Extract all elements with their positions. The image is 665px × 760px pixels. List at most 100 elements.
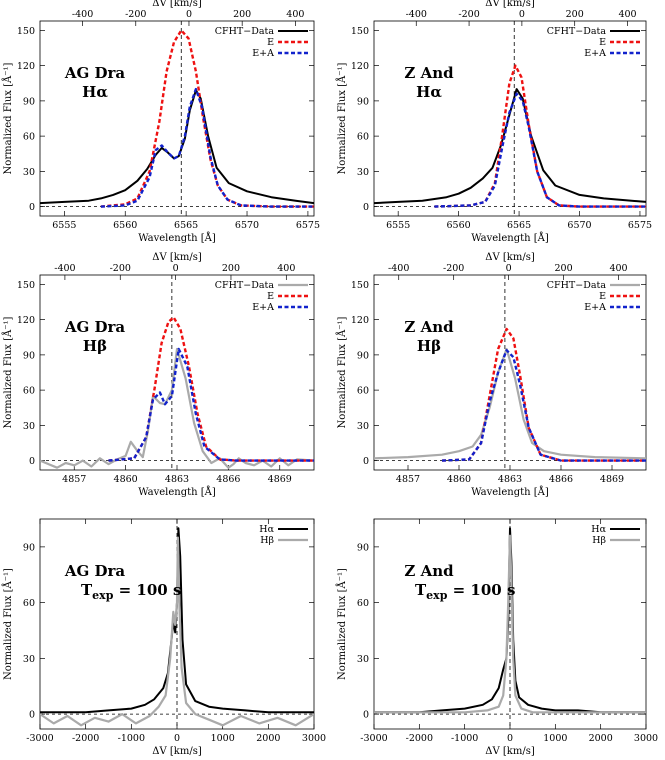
- x-tick-label: 2000: [256, 733, 280, 744]
- series-line-e+a: [100, 87, 314, 208]
- chart-panel-zand-ha: 0 30 60 90 120 150 6555 6560 6565 6570 6575 -400 -20…: [336, 0, 652, 244]
- x-tick-label: -2000: [72, 733, 99, 744]
- x-tick-label: 1000: [211, 733, 235, 744]
- x-tick-label: 4869: [600, 474, 624, 485]
- series-line-cfht-data: [374, 347, 646, 460]
- x2-tick-label: 400: [618, 9, 636, 20]
- legend-label: E: [267, 291, 274, 302]
- series-line-e: [108, 316, 314, 462]
- x-axis-label: ΔV [km/s]: [485, 746, 535, 757]
- y-tick-label: 150: [351, 280, 369, 291]
- x2-axis-label: ΔV [km/s]: [152, 252, 202, 263]
- y-tick-label: 90: [23, 96, 35, 107]
- y-tick-label: 150: [17, 26, 35, 37]
- y-tick-label: 0: [29, 456, 35, 467]
- y-tick-label: 30: [357, 421, 369, 432]
- panel-title-object: AG Dra: [64, 64, 126, 82]
- y-tick-label: 120: [17, 61, 35, 72]
- x-tick-label: 6565: [174, 220, 198, 231]
- series-line-e+a: [108, 347, 314, 462]
- x-axis-label: Wavelength [Å]: [471, 486, 549, 498]
- x-tick-label: 0: [507, 733, 513, 744]
- y-axis-label: Normalized Flux [Å⁻¹]: [336, 62, 348, 174]
- y-tick-label: 60: [23, 132, 35, 143]
- x2-tick-label: 200: [233, 9, 251, 20]
- legend-label: E+A: [252, 48, 274, 59]
- x-tick-label: 0: [174, 733, 180, 744]
- x-tick-label: 6575: [628, 220, 652, 231]
- y-tick-label: 30: [23, 654, 35, 665]
- panel-title-line: Hα: [416, 83, 442, 101]
- chart-panel-agdra-vel: 0 30 60 90 -3000 -2000 -1000 0 1000 2000 3000 ΔV [k…: [2, 518, 326, 757]
- y-tick-label: 120: [17, 315, 35, 326]
- x-tick-label: 6565: [507, 220, 531, 231]
- series-line-e+a: [434, 92, 646, 208]
- x-axis-label: Wavelength [Å]: [138, 486, 216, 498]
- y-axis-label: Normalized Flux [Å⁻¹]: [2, 316, 14, 428]
- x-axis-label: Wavelength [Å]: [471, 232, 549, 244]
- x-tick-label: -2000: [406, 733, 433, 744]
- y-tick-label: 60: [357, 386, 369, 397]
- panel-title-exposure: Texp = 100 s: [81, 581, 181, 602]
- y-tick-label: 30: [23, 421, 35, 432]
- y-tick-label: 0: [363, 456, 369, 467]
- x-tick-label: -1000: [118, 733, 145, 744]
- x-tick-label: 4866: [216, 474, 240, 485]
- y-tick-label: 120: [351, 315, 369, 326]
- x-tick-label: 4860: [114, 474, 138, 485]
- y-tick-label: 60: [357, 132, 369, 143]
- x-axis-label: ΔV [km/s]: [152, 746, 202, 757]
- legend-label: E+A: [584, 302, 606, 313]
- x-tick-label: 6555: [52, 220, 76, 231]
- legend-label: CFHT−Data: [215, 280, 275, 291]
- chart-panel-zand-hb: 0 30 60 90 120 150 4857 4860 4863 4866 4869 -400 -20…: [336, 252, 647, 498]
- y-tick-label: 120: [351, 61, 369, 72]
- panel-title-object: AG Dra: [64, 562, 126, 580]
- x2-tick-label: -400: [406, 9, 427, 20]
- x-tick-label: 3000: [634, 733, 658, 744]
- series-line-cfht-data: [40, 347, 314, 469]
- panel-title-object: AG Dra: [64, 318, 126, 336]
- plot-frame: [39, 20, 315, 217]
- y-axis-label: Normalized Flux [Å⁻¹]: [2, 568, 14, 680]
- panel-title-line: Hβ: [83, 337, 107, 355]
- legend-label: Hβ: [592, 535, 606, 546]
- y-tick-label: 30: [357, 167, 369, 178]
- series-line-e: [434, 64, 646, 208]
- y-tick-label: 60: [23, 598, 35, 609]
- panel-title-line: Hα: [82, 83, 108, 101]
- chart-panel-zand-vel: 0 30 60 90 -3000 -2000 -1000 0 1000 2000 3000 ΔV [k…: [336, 518, 658, 757]
- x-tick-label: 6570: [567, 220, 591, 231]
- x2-tick-label: -400: [72, 9, 93, 20]
- x-tick-label: 6555: [386, 220, 410, 231]
- x2-tick-label: 200: [566, 9, 584, 20]
- x-tick-label: 4857: [396, 474, 420, 485]
- series-line-e+a: [441, 349, 646, 462]
- series-line-e: [441, 327, 646, 462]
- y-tick-label: 90: [357, 350, 369, 361]
- y-tick-label: 30: [23, 167, 35, 178]
- x-tick-label: 4866: [549, 474, 573, 485]
- x2-tick-label: -200: [125, 9, 146, 20]
- y-tick-label: 90: [357, 542, 369, 553]
- x2-tick-label: 400: [609, 263, 627, 274]
- legend-label: E: [599, 37, 606, 48]
- x2-tick-label: -200: [110, 263, 131, 274]
- x2-tick-label: 0: [186, 9, 192, 20]
- x2-tick-label: -400: [388, 263, 409, 274]
- chart-panel-agdra-hb: 0 30 60 90 120 150 4857 4860 4863 4866 4869 -400 -20…: [2, 252, 315, 498]
- x2-axis-label: ΔV [km/s]: [485, 252, 535, 263]
- panel-title-object: Z And: [404, 318, 454, 336]
- x2-axis-label: ΔV [km/s]: [152, 0, 202, 9]
- legend-label: E: [267, 37, 274, 48]
- x2-tick-label: 0: [173, 263, 179, 274]
- x2-tick-label: 0: [519, 9, 525, 20]
- y-axis-label: Normalized Flux [Å⁻¹]: [336, 316, 348, 428]
- y-tick-label: 90: [23, 350, 35, 361]
- x-tick-label: -3000: [360, 733, 387, 744]
- chart-panel-agdra-ha: 0 30 60 90 120 150 6555 6560 6565 6570 6575 -400 -20…: [2, 0, 320, 244]
- plot-frame: [373, 20, 647, 217]
- x-tick-label: 6560: [447, 220, 471, 231]
- y-tick-label: 0: [29, 710, 35, 721]
- series-line-hβ: [374, 534, 646, 714]
